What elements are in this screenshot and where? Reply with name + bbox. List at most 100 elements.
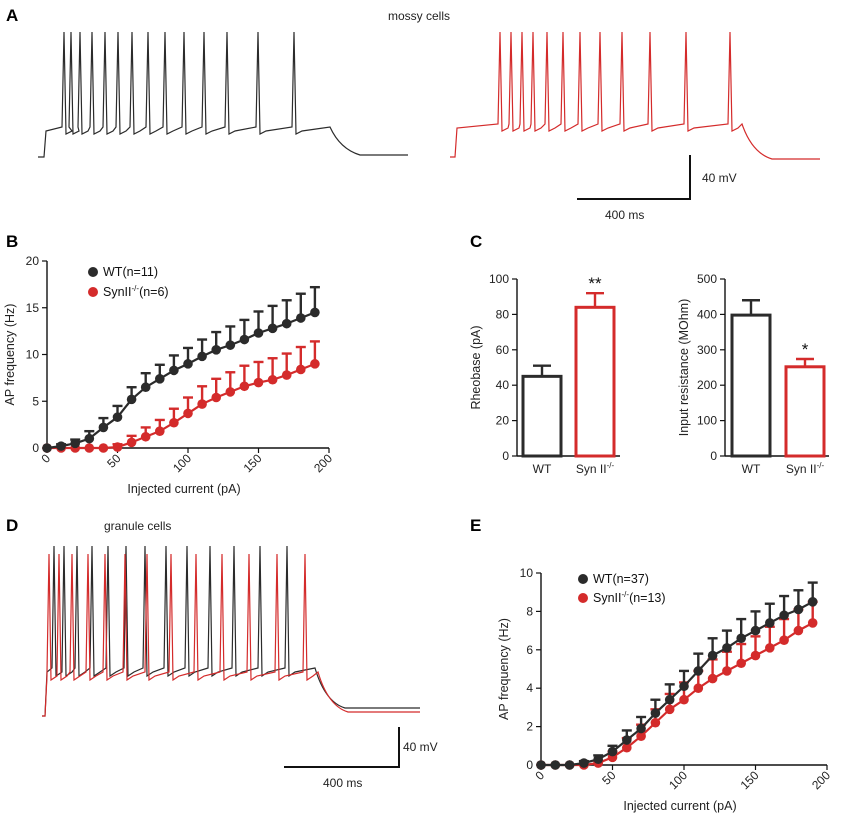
series-wt [536, 581, 818, 770]
data-point [239, 381, 250, 392]
data-point [98, 422, 109, 433]
x-tick-label: 0 [38, 451, 53, 466]
y-axis-title: Rheobase (pA) [469, 325, 483, 409]
legend-marker [578, 593, 588, 603]
legend-label: SynII-/-(n=13) [593, 590, 666, 605]
panel-d-scale-time: 400 ms [323, 776, 362, 790]
mossy-ko-trace [450, 31, 820, 160]
data-point [707, 673, 718, 684]
bar [574, 305, 616, 458]
data-point [722, 643, 732, 653]
data-point [736, 633, 746, 644]
data-point [126, 394, 137, 405]
y-tick-label: 20 [496, 414, 510, 428]
category-label: WT [742, 462, 761, 476]
data-point [140, 382, 151, 393]
y-tick-label: 0 [710, 449, 717, 463]
y-tick-label: 40 [496, 378, 510, 392]
y-tick-label: 300 [697, 343, 717, 357]
x-tick-label: 150 [738, 768, 762, 792]
data-point [281, 318, 292, 329]
bar [730, 313, 772, 458]
data-point [536, 760, 546, 770]
data-point [750, 650, 761, 661]
data-point [267, 323, 278, 334]
panel-label-b: B [6, 232, 18, 251]
data-point [84, 433, 95, 444]
panel-d-scale-voltage: 40 mV [403, 740, 438, 754]
data-point [765, 643, 775, 653]
data-point [636, 723, 646, 734]
data-point [98, 443, 109, 453]
data-point [650, 717, 661, 728]
data-point [310, 307, 320, 318]
y-tick-label: 60 [496, 343, 510, 357]
data-point [722, 666, 732, 676]
y-tick-label: 0 [32, 441, 39, 455]
data-point [169, 365, 179, 376]
data-point [140, 431, 151, 442]
panel-label-e: E [470, 516, 481, 535]
data-point [564, 760, 575, 770]
significance-label: ** [588, 274, 602, 293]
y-tick-label: 20 [26, 254, 40, 268]
x-tick-label: 100 [170, 451, 194, 475]
data-point [126, 437, 137, 448]
data-point [550, 760, 561, 770]
x-tick-label: 100 [666, 768, 690, 792]
data-point [155, 374, 165, 384]
significance-label: * [802, 340, 809, 359]
data-point [211, 345, 221, 355]
data-point [70, 438, 80, 449]
x-axis-title: Injected current (pA) [623, 799, 736, 813]
x-tick-label: 200 [311, 451, 335, 475]
data-point [84, 443, 95, 453]
data-point [807, 618, 818, 628]
y-tick-label: 10 [520, 566, 534, 580]
legend-label: SynII-/-(n=6) [103, 284, 169, 299]
panel-a-title: mossy cells [388, 9, 450, 23]
data-point [750, 625, 761, 636]
data-point [793, 604, 804, 615]
data-point [296, 313, 306, 323]
x-tick-label: 150 [241, 451, 265, 475]
data-point [650, 708, 661, 718]
data-point [239, 334, 250, 345]
y-tick-label: 100 [697, 414, 717, 428]
data-point [281, 370, 292, 380]
y-axis-title: AP frequency (Hz) [3, 304, 17, 406]
data-point [155, 426, 165, 436]
data-point [622, 735, 632, 745]
data-point [310, 359, 320, 369]
data-point [607, 746, 618, 757]
data-point [267, 374, 278, 385]
data-point [693, 666, 704, 676]
data-point [779, 635, 789, 645]
series-wt [42, 285, 320, 453]
granule-ko-trace [42, 553, 420, 717]
x-tick-label: 200 [809, 768, 833, 792]
y-tick-label: 2 [526, 720, 533, 734]
data-point [112, 442, 123, 452]
data-point [112, 412, 123, 422]
data-point [707, 650, 718, 661]
panel-label-c: C [470, 232, 482, 251]
data-point [296, 364, 306, 375]
data-point [211, 392, 221, 403]
y-tick-label: 4 [526, 681, 533, 695]
legend-marker [578, 574, 588, 584]
x-axis-title: Injected current (pA) [127, 482, 240, 496]
legend-label: WT(n=11) [103, 265, 158, 279]
y-tick-label: 100 [489, 272, 509, 286]
category-label: WT [533, 462, 552, 476]
panel-label-a: A [6, 6, 18, 25]
x-tick-label: 50 [599, 768, 619, 788]
y-tick-label: 500 [697, 272, 717, 286]
data-point [636, 731, 646, 741]
panel-a-scale-bar: 40 mV 400 ms [577, 155, 737, 222]
series-ko [42, 340, 320, 453]
chart-c-rheobase: 0 20 40 60 80 100 Rheobase (pA) WT Syn II-/- ** [469, 272, 620, 476]
category-label: Syn II-/- [786, 461, 825, 476]
